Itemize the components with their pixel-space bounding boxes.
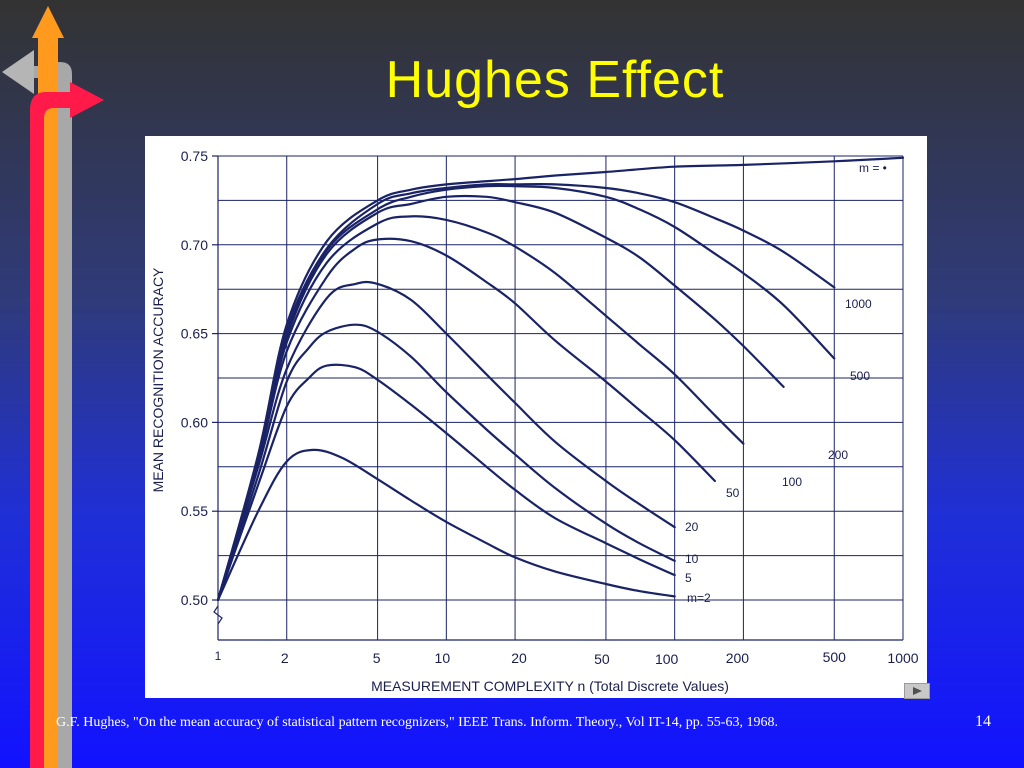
- x-tick-label: 2: [281, 650, 289, 666]
- series-label-4: 50: [726, 486, 740, 500]
- x-tick-label: 20: [511, 650, 527, 666]
- x-tick-label: 1: [215, 649, 222, 663]
- series-line-8: [216, 183, 836, 602]
- series-line-4: [216, 237, 716, 602]
- series-label-layer: m=2 5 10 20 50 100 200 500 1000 m = •: [685, 161, 887, 605]
- citation: G.F. Hughes, "On the mean accuracy of st…: [56, 715, 778, 730]
- next-slide-icon: [913, 687, 922, 695]
- series-line-7: [216, 184, 836, 602]
- series-label-1: 5: [685, 571, 692, 585]
- series-line-3: [216, 280, 676, 602]
- series-label-3: 20: [685, 520, 699, 534]
- y-axis-line: [213, 156, 223, 640]
- series-label-2: 10: [685, 552, 699, 566]
- y-tick-label: 0.70: [181, 237, 208, 253]
- y-tick-label: 0.75: [181, 148, 208, 164]
- y-tick-label: 0.60: [181, 414, 208, 430]
- series-line-0: [216, 448, 676, 602]
- grid-layer: [217, 155, 904, 640]
- series-label-0: m=2: [687, 591, 711, 605]
- series-line-9: [216, 156, 905, 602]
- navigation-arrows-decoration: [2, 6, 104, 768]
- slide-title: Hughes Effect: [385, 51, 725, 109]
- y-tick-label: 0.50: [181, 592, 208, 608]
- y-tick-label: 0.65: [181, 326, 208, 342]
- next-slide-button[interactable]: [904, 683, 930, 699]
- page-number: 14: [975, 713, 991, 730]
- chart-panel: 0.50 0.55 0.60 0.65 0.70 0.75 1 2 5 10 20 50 100 200 5…: [145, 136, 927, 698]
- x-tick-label: 50: [594, 651, 610, 667]
- series-label-6: 200: [828, 448, 848, 462]
- right-arrow-icon: [30, 82, 104, 768]
- series-layer: [216, 156, 905, 602]
- y-axis-title: MEAN RECOGNITION ACCURACY: [150, 267, 166, 492]
- x-tick-label: 1000: [887, 650, 918, 666]
- y-tick-label: 0.55: [181, 503, 208, 519]
- x-axis-title: MEASUREMENT COMPLEXITY n (Total Discrete…: [371, 678, 729, 694]
- series-label-8: 1000: [845, 297, 872, 311]
- series-line-5: [216, 215, 745, 602]
- x-tick-label: 100: [655, 651, 679, 667]
- hughes-effect-chart: 0.50 0.55 0.60 0.65 0.70 0.75 1 2 5 10 20 50 100 200 5…: [150, 148, 919, 694]
- series-line-1: [216, 363, 676, 602]
- x-tick-label: 200: [726, 650, 750, 666]
- series-label-5: 100: [782, 475, 802, 489]
- axis-layer: 0.50 0.55 0.60 0.65 0.70 0.75 1 2 5 10 20 50 100 200 5…: [181, 148, 919, 667]
- x-tick-label: 500: [823, 649, 847, 665]
- series-line-2: [216, 323, 676, 602]
- series-label-7: 500: [850, 369, 870, 383]
- x-tick-label: 5: [373, 650, 381, 666]
- series-label-9: m = •: [859, 161, 887, 175]
- x-tick-label: 10: [435, 650, 451, 666]
